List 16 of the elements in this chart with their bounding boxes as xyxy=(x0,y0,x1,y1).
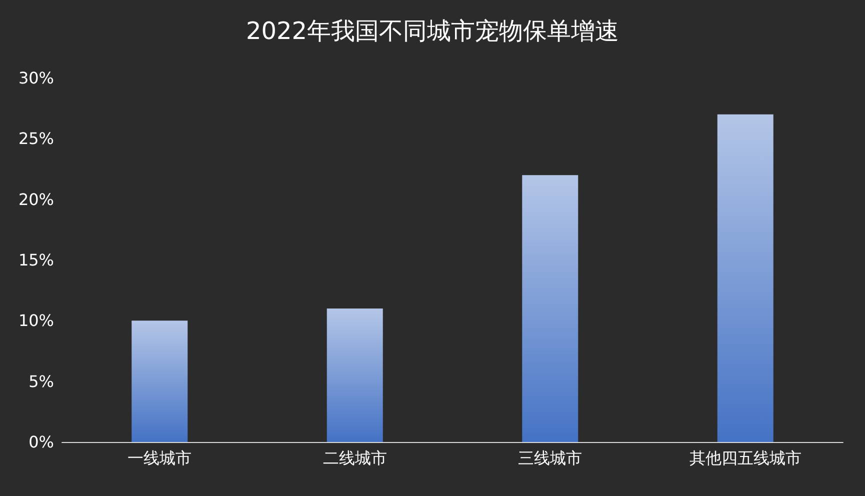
y-tick-label: 30% xyxy=(18,68,54,88)
y-tick-label: 0% xyxy=(28,432,54,452)
y-tick-label: 10% xyxy=(18,311,54,330)
x-tick-label: 其他四五线城市 xyxy=(689,448,802,468)
bar xyxy=(132,320,188,442)
y-tick-label: 5% xyxy=(28,372,54,391)
x-tick-label: 一线城市 xyxy=(128,448,192,468)
x-tick-label: 二线城市 xyxy=(322,448,387,468)
y-tick-label: 20% xyxy=(18,190,54,209)
x-tick-label: 三线城市 xyxy=(518,448,582,468)
y-tick-label: 25% xyxy=(18,129,54,148)
y-tick-label: 15% xyxy=(18,250,54,270)
bar xyxy=(717,114,774,442)
chart-title: 2022年我国不同城市宠物保单增速 xyxy=(246,17,620,45)
bar xyxy=(522,175,578,442)
bar xyxy=(326,308,383,442)
